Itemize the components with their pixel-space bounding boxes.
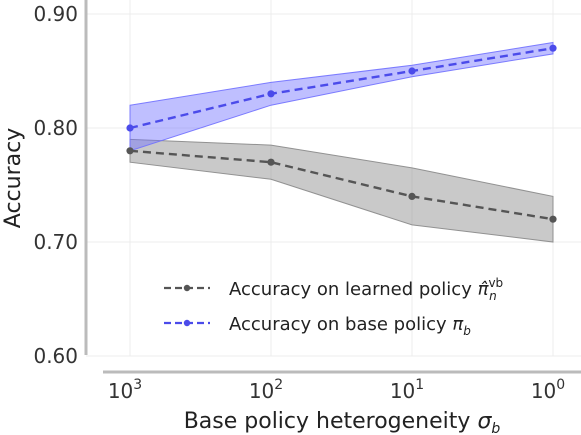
legend-learned-symbol: π̂ [478, 279, 490, 300]
y-tick-label: 0.70 [33, 230, 78, 254]
x-axis-label-symbol: σ [477, 409, 492, 434]
legend-base-symbol: π [452, 314, 464, 335]
data-point-series-1 [408, 67, 416, 75]
legend-marker-base [183, 319, 191, 327]
x-tick-label: 102 [249, 377, 283, 403]
data-point-series-0 [549, 215, 557, 223]
data-point-series-0 [126, 147, 134, 155]
data-point-series-1 [126, 124, 134, 132]
x-axis-label-subscript: b [491, 421, 500, 435]
data-point-series-0 [408, 192, 416, 200]
confidence-band-series-0 [129, 138, 554, 243]
x-tick-exponent: 0 [556, 377, 565, 393]
legend-marker-learned [183, 284, 191, 292]
x-axis-label-text: Base policy heterogeneity [184, 409, 471, 434]
x-tick-base: 10 [531, 379, 556, 403]
legend-learned-sup: vb [488, 276, 503, 290]
series-points [126, 44, 557, 223]
legend: Accuracy on learned policy π̂vb n Accurac… [164, 276, 503, 338]
x-tick-base: 10 [249, 379, 274, 403]
confidence-band-series-1 [129, 41, 554, 152]
series-lines [129, 47, 554, 221]
data-point-series-1 [549, 44, 557, 52]
y-tick-labels: 0.60 0.70 0.80 0.90 [33, 2, 78, 368]
x-tick-label: 101 [390, 377, 424, 403]
series-line-1 [129, 47, 554, 130]
data-point-series-0 [267, 158, 275, 166]
y-tick-label: 0.80 [33, 116, 78, 140]
legend-label-base: Accuracy on base policy πb [229, 314, 471, 338]
legend-label-learned: Accuracy on learned policy π̂vb n [229, 276, 503, 303]
legend-base-sub: b [463, 324, 471, 338]
y-tick-label: 0.60 [33, 344, 78, 368]
x-tick-exponent: 3 [133, 377, 142, 393]
x-tick-exponent: 1 [415, 377, 424, 393]
data-point-series-1 [267, 90, 275, 98]
series-line-0 [129, 149, 554, 221]
x-tick-base: 10 [108, 379, 133, 403]
x-tick-label: 100 [531, 377, 565, 403]
grid-lines [86, 0, 581, 357]
y-axis-label: Accuracy [1, 128, 26, 228]
legend-base-name: Accuracy on base policy [229, 314, 447, 335]
x-tick-exponent: 2 [274, 377, 283, 393]
legend-learned-sub: n [489, 289, 497, 303]
x-axis-label: Base policy heterogeneity σb [184, 409, 501, 435]
x-tick-label: 103 [108, 377, 142, 403]
y-tick-label: 0.90 [33, 2, 78, 26]
x-tick-base: 10 [390, 379, 415, 403]
confidence-bands [129, 41, 554, 243]
x-tick-labels: 103 102 101 100 [108, 377, 565, 403]
legend-learned-name: Accuracy on learned policy [229, 279, 472, 300]
